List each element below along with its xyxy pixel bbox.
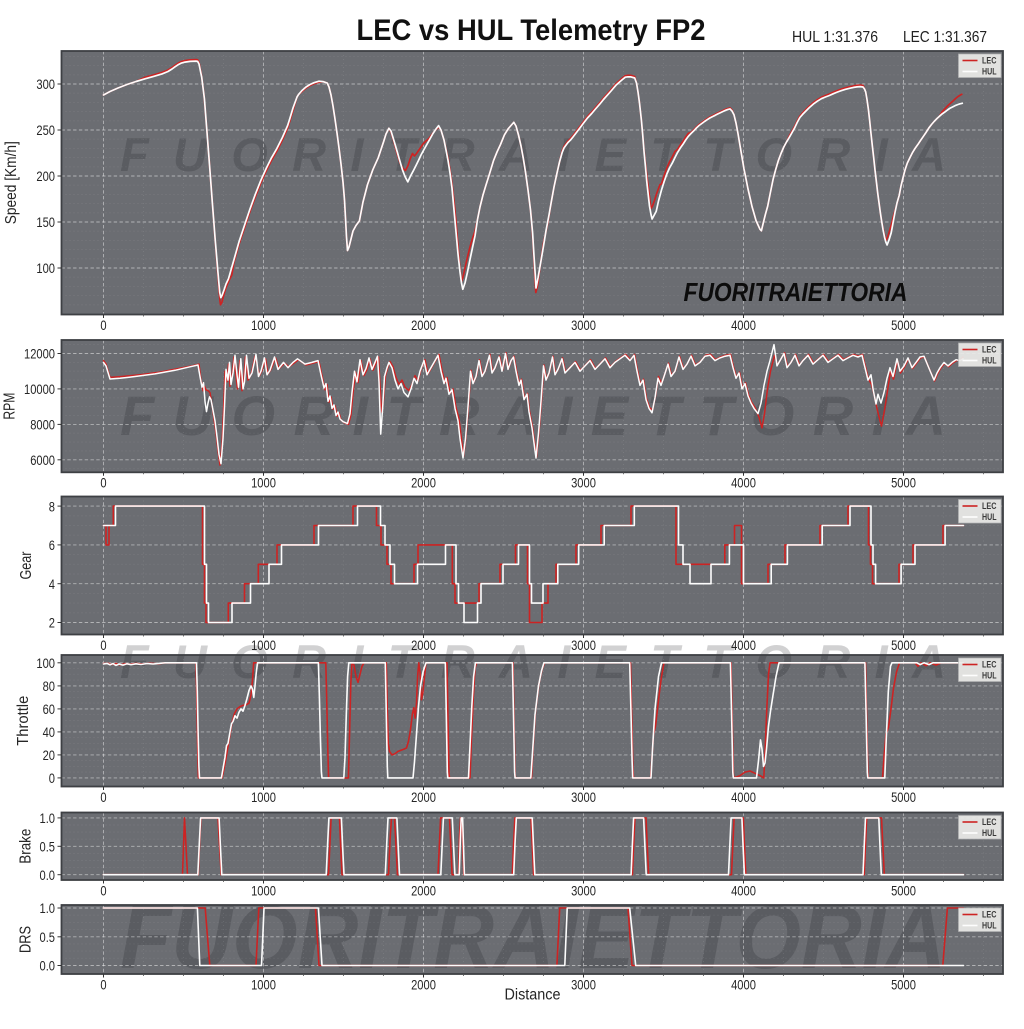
svg-text:100: 100 — [36, 260, 55, 276]
svg-text:HUL: HUL — [982, 67, 997, 77]
svg-text:Throttle: Throttle — [15, 696, 32, 746]
svg-text:2: 2 — [49, 615, 55, 631]
svg-text:0: 0 — [100, 882, 106, 898]
svg-text:4000: 4000 — [731, 882, 756, 898]
svg-text:20: 20 — [43, 747, 56, 763]
svg-text:0: 0 — [100, 789, 106, 805]
svg-text:4000: 4000 — [731, 976, 756, 992]
svg-text:1000: 1000 — [251, 789, 276, 805]
svg-text:0.0: 0.0 — [40, 958, 56, 974]
svg-text:RPM: RPM — [2, 393, 19, 420]
svg-text:LEC vs HUL Telemetry FP2: LEC vs HUL Telemetry FP2 — [357, 14, 706, 47]
svg-text:FUORITRAIETTORIA: FUORITRAIETTORIA — [120, 128, 946, 181]
svg-text:60: 60 — [43, 701, 56, 717]
svg-text:Gear: Gear — [18, 552, 35, 580]
svg-text:8000: 8000 — [30, 417, 55, 433]
svg-text:200: 200 — [36, 168, 55, 184]
svg-text:4000: 4000 — [731, 637, 756, 653]
svg-text:1.0: 1.0 — [40, 900, 56, 916]
svg-text:HUL: HUL — [982, 671, 997, 681]
svg-text:0: 0 — [100, 475, 106, 491]
svg-text:FUORITRAIETTORIA: FUORITRAIETTORIA — [120, 888, 946, 988]
svg-text:1000: 1000 — [251, 976, 276, 992]
svg-text:1000: 1000 — [251, 637, 276, 653]
svg-text:LEC: LEC — [982, 345, 997, 355]
svg-text:LEC: LEC — [982, 56, 997, 66]
svg-text:2000: 2000 — [411, 637, 436, 653]
svg-text:12000: 12000 — [24, 346, 55, 362]
svg-text:10000: 10000 — [24, 381, 55, 397]
svg-text:5000: 5000 — [891, 637, 916, 653]
svg-text:1.0: 1.0 — [40, 810, 56, 826]
svg-text:0: 0 — [100, 637, 106, 653]
svg-text:HUL: HUL — [982, 828, 997, 838]
svg-text:0: 0 — [49, 770, 55, 786]
svg-text:3000: 3000 — [571, 475, 596, 491]
svg-text:3000: 3000 — [571, 789, 596, 805]
svg-text:4000: 4000 — [731, 789, 756, 805]
svg-text:2000: 2000 — [411, 882, 436, 898]
svg-text:250: 250 — [36, 122, 55, 138]
svg-text:150: 150 — [36, 214, 55, 230]
svg-text:3000: 3000 — [571, 882, 596, 898]
svg-text:LEC: LEC — [982, 660, 997, 670]
svg-text:3000: 3000 — [571, 317, 596, 333]
svg-text:DRS: DRS — [18, 926, 35, 953]
svg-text:LEC: LEC — [982, 910, 997, 920]
svg-text:2000: 2000 — [411, 475, 436, 491]
svg-text:6: 6 — [49, 537, 55, 553]
svg-text:HUL: HUL — [982, 356, 997, 366]
svg-text:0.5: 0.5 — [40, 839, 56, 855]
svg-text:LEC: LEC — [982, 817, 997, 827]
svg-text:1000: 1000 — [251, 317, 276, 333]
svg-text:LEC: LEC — [982, 501, 997, 511]
svg-text:LEC 1:31.367: LEC 1:31.367 — [903, 29, 987, 46]
svg-text:6000: 6000 — [30, 452, 55, 468]
svg-text:2000: 2000 — [411, 789, 436, 805]
svg-text:40: 40 — [43, 724, 56, 740]
svg-text:3000: 3000 — [571, 637, 596, 653]
svg-text:FUORITRAIETTORIA: FUORITRAIETTORIA — [684, 277, 908, 307]
svg-text:5000: 5000 — [891, 475, 916, 491]
svg-text:80: 80 — [43, 678, 56, 694]
svg-text:0.0: 0.0 — [40, 867, 56, 883]
svg-text:8: 8 — [49, 498, 55, 514]
svg-text:HUL: HUL — [982, 921, 997, 931]
svg-text:Distance: Distance — [505, 987, 561, 1004]
svg-text:Speed [Km/h]: Speed [Km/h] — [3, 141, 20, 224]
svg-text:4: 4 — [49, 576, 55, 592]
svg-text:Brake: Brake — [18, 829, 35, 864]
svg-text:HUL 1:31.376: HUL 1:31.376 — [792, 29, 878, 46]
svg-text:1000: 1000 — [251, 475, 276, 491]
svg-text:4000: 4000 — [731, 317, 756, 333]
svg-text:HUL: HUL — [982, 512, 997, 522]
svg-text:100: 100 — [36, 655, 55, 671]
svg-text:300: 300 — [36, 76, 55, 92]
svg-text:2000: 2000 — [411, 976, 436, 992]
svg-text:5000: 5000 — [891, 882, 916, 898]
svg-text:3000: 3000 — [571, 976, 596, 992]
svg-text:5000: 5000 — [891, 789, 916, 805]
svg-text:0.5: 0.5 — [40, 929, 56, 945]
svg-text:5000: 5000 — [891, 976, 916, 992]
svg-text:5000: 5000 — [891, 317, 916, 333]
svg-text:4000: 4000 — [731, 475, 756, 491]
svg-text:0: 0 — [100, 317, 106, 333]
svg-text:2000: 2000 — [411, 317, 436, 333]
svg-text:1000: 1000 — [251, 882, 276, 898]
svg-text:0: 0 — [100, 976, 106, 992]
